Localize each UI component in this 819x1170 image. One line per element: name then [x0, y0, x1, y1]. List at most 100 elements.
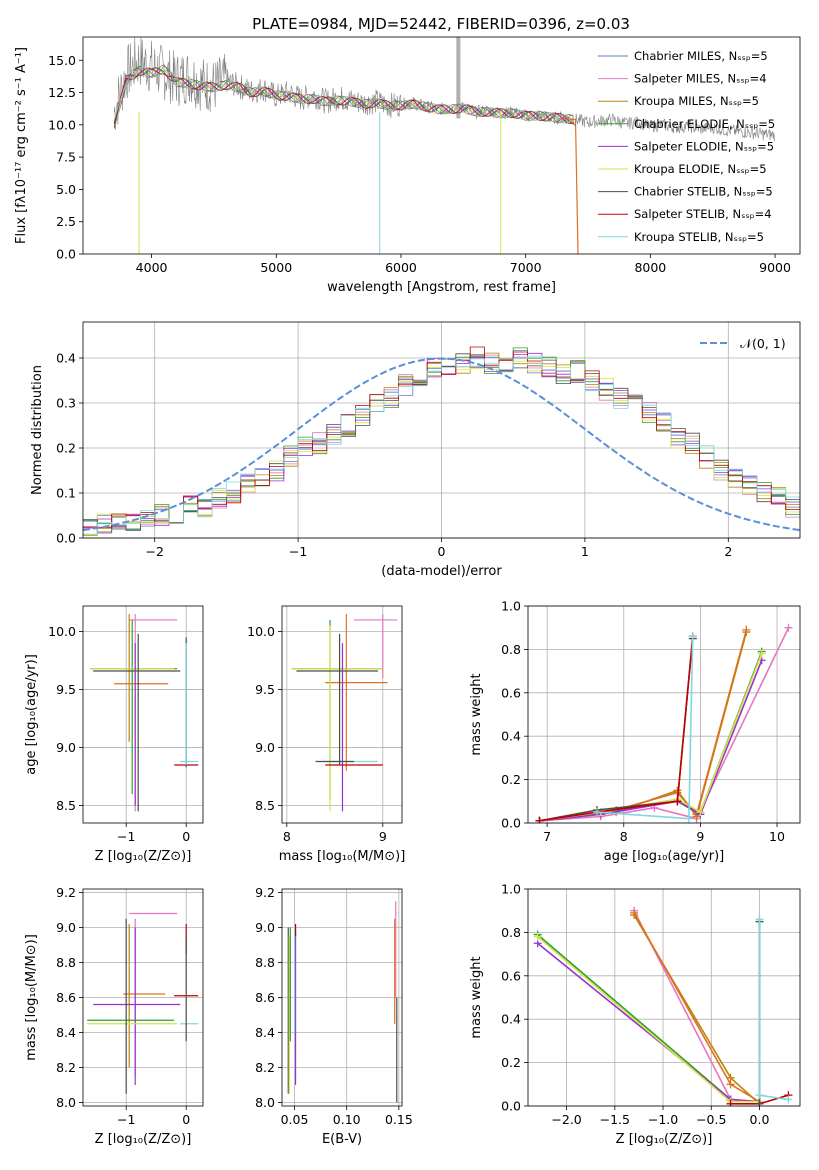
- weight-line: [758, 919, 789, 1101]
- x-tick-label: 6000: [385, 260, 417, 275]
- x-tick-label: 5000: [260, 260, 292, 275]
- histogram-step: [83, 347, 800, 531]
- y-tick-label: 0.6: [501, 968, 521, 983]
- x-tick-label: 9000: [759, 260, 791, 275]
- age-vs-mass-content: [291, 614, 398, 812]
- x-tick-label: −1.5: [600, 1112, 630, 1127]
- normal-curve: [83, 357, 800, 532]
- weight-marker: [742, 625, 751, 634]
- x-tick-label: 8000: [634, 260, 666, 275]
- spectrum-axes: 4000 5000 6000 7000 8000 9000 0.0 2.5 5.0 7.5 10.0…: [14, 36, 801, 295]
- residuals-grid: [83, 322, 800, 539]
- weight-vs-z-content: [533, 906, 793, 1106]
- x-tick-label: 9: [379, 829, 387, 844]
- x-tick-label: −1: [289, 544, 307, 559]
- x-tick-label: 2: [724, 544, 732, 559]
- spectrum-red-end: [563, 117, 579, 254]
- y-tick-label: 0.2: [56, 441, 76, 456]
- y-tick-label: 9.5: [255, 682, 275, 697]
- y-tick-label: 0.2: [501, 1055, 521, 1070]
- mass-vs-ebv-grid: [282, 889, 402, 1106]
- x-axis-label: mass [log₁₀(M/M⊙)]: [279, 849, 406, 864]
- y-tick-label: 2.5: [56, 214, 76, 229]
- y-tick-label: 9.0: [56, 740, 76, 755]
- x-axis-label: age [log₁₀(age/yr)]: [604, 849, 725, 864]
- weight-vs-age-axes: 7 8 9 10 0.0 0.2 0.4 0.6 0.8 1.0 age [log₁₀(age/yr…: [469, 599, 801, 864]
- y-tick-label: 9.0: [56, 920, 76, 935]
- histogram-step: [83, 352, 800, 528]
- y-tick-label: 15.0: [48, 53, 76, 68]
- y-tick-label: 9.2: [56, 885, 76, 900]
- histogram-step: [83, 355, 800, 535]
- weight-line: [633, 914, 761, 1105]
- weight-line: [539, 631, 748, 822]
- x-tick-label: 9: [696, 829, 704, 844]
- y-tick-label: 7.5: [56, 150, 76, 165]
- x-tick-label: 10: [769, 829, 785, 844]
- x-axis-label: wavelength [Angstrom, rest frame]: [327, 280, 556, 295]
- y-tick-label: 0.4: [501, 1012, 521, 1027]
- y-tick-label: 10.0: [247, 624, 275, 639]
- spectrum-model-line: [113, 66, 574, 124]
- y-tick-label: 0.0: [501, 816, 521, 831]
- histogram-step: [83, 358, 800, 536]
- y-tick-label: 8.4: [255, 1025, 275, 1040]
- y-tick-label: 0.0: [501, 1099, 521, 1114]
- x-tick-label: 0.0: [750, 1112, 770, 1127]
- age-vs-z-content: [90, 614, 199, 812]
- histogram-step: [83, 353, 800, 533]
- figure-title: PLATE=0984, MJD=52442, FIBERID=0396, z=0…: [252, 15, 630, 33]
- legend-label: Salpeter MILES, Nₛₛₚ=4: [634, 72, 767, 86]
- y-tick-label: 0.8: [501, 925, 521, 940]
- y-tick-label: 0.0: [56, 247, 76, 262]
- y-axis-label: mass weight: [469, 673, 484, 755]
- weight-marker: [757, 649, 766, 658]
- legend-label: Salpeter ELODIE, Nₛₛₚ=5: [634, 139, 774, 153]
- y-axis-label: Flux [fλ10⁻¹⁷ erg cm⁻² s⁻¹ A⁻¹]: [14, 47, 29, 244]
- legend-label: 𝒩(0, 1): [740, 336, 786, 351]
- x-tick-label: −1.0: [648, 1112, 678, 1127]
- weight-marker: [630, 908, 639, 917]
- y-tick-label: 0.3: [56, 396, 76, 411]
- y-tick-label: 8.6: [255, 990, 275, 1005]
- mass-vs-ebv-axes: 0.05 0.10 0.15 8.0 8.2 8.4 8.6 8.8 9.0 9.2 E(B-V): [255, 885, 413, 1147]
- histogram-step: [83, 352, 800, 536]
- y-tick-label: 0.1: [56, 486, 76, 501]
- weight-vs-age-frame: [527, 605, 801, 824]
- x-tick-label: 0: [182, 1112, 190, 1127]
- y-tick-label: 8.0: [255, 1095, 275, 1110]
- weight-vs-z-frame: [527, 888, 801, 1107]
- y-axis-label: age [log₁₀(age/yr)]: [24, 654, 39, 775]
- legend-label: Kroupa ELODIE, Nₛₛₚ=5: [634, 162, 767, 176]
- y-tick-label: 10.0: [48, 117, 76, 132]
- y-tick-label: 8.2: [56, 1060, 76, 1075]
- y-axis-label: Normed distribution: [30, 365, 45, 495]
- weight-marker: [784, 1095, 793, 1104]
- y-tick-label: 1.0: [501, 882, 521, 897]
- legend-label: Kroupa MILES, Nₛₛₚ=5: [634, 94, 759, 108]
- age-vs-z-grid: [83, 606, 203, 823]
- x-tick-label: 0.10: [333, 1112, 361, 1127]
- x-tick-label: 8: [620, 829, 628, 844]
- residuals-axes: −2 −1 0 1 2 0.0 0.1 0.2 0.3 0.4 (data-model)/error…: [30, 321, 801, 579]
- x-tick-label: 0: [182, 829, 190, 844]
- y-tick-label: 8.8: [56, 955, 76, 970]
- x-axis-label: (data-model)/error: [381, 564, 502, 579]
- weight-marker: [784, 623, 793, 632]
- x-tick-label: 1: [581, 544, 589, 559]
- weight-marker: [755, 915, 764, 924]
- legend-label: Chabrier ELODIE, Nₛₛₚ=5: [634, 117, 775, 131]
- y-axis-label: mass weight: [469, 956, 484, 1038]
- y-tick-label: 0.0: [56, 531, 76, 546]
- y-tick-label: 9.5: [56, 682, 76, 697]
- y-tick-label: 0.4: [501, 729, 521, 744]
- spectrum-model-line: [113, 67, 574, 129]
- x-tick-label: 0.15: [385, 1112, 413, 1127]
- weight-line: [539, 636, 694, 822]
- weight-marker: [726, 1080, 735, 1089]
- plots-layer: PLATE=0984, MJD=52442, FIBERID=0396, z=0…: [14, 15, 801, 1147]
- x-axis-label: Z [log₁₀(Z/Z⊙)]: [95, 1132, 192, 1147]
- legend-label: Kroupa STELIB, Nₛₛₚ=5: [634, 230, 764, 244]
- age-vs-mass-axes: 8 9 8.5 9.0 9.5 10.0 mass [log₁₀(M/M⊙)]: [247, 605, 406, 864]
- y-tick-label: 0.6: [501, 685, 521, 700]
